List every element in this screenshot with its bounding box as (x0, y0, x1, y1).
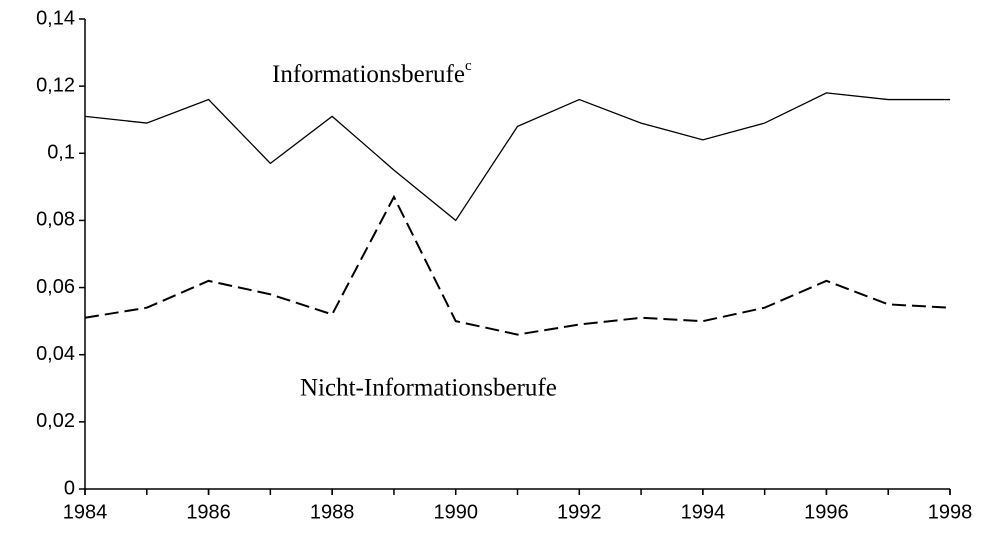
x-tick-label: 1996 (804, 501, 849, 523)
series-label: Nicht-Informationsberufe (300, 375, 557, 402)
series-label-note: c (465, 58, 472, 74)
y-tick-label: 0 (64, 477, 75, 499)
y-tick-label: 0,12 (36, 74, 75, 96)
x-tick-label: 1988 (310, 501, 355, 523)
series-line (84, 194, 951, 336)
y-tick-label: 0,08 (36, 209, 75, 231)
y-tick-label: 0,02 (36, 410, 75, 432)
series-label: Informationsberufec (272, 58, 472, 87)
x-tick-label: 1998 (928, 501, 973, 523)
series-line (84, 92, 950, 222)
x-tick-label: 1994 (681, 501, 726, 523)
y-tick-label: 0,1 (47, 142, 75, 164)
y-tick-label: 0,04 (36, 343, 75, 365)
series-label-text: Informationsberufe (272, 61, 465, 88)
x-tick-label: 1984 (63, 501, 108, 523)
y-tick-label: 0,06 (36, 276, 75, 298)
x-tick-label: 1990 (433, 501, 478, 523)
x-tick-label: 1992 (557, 501, 602, 523)
x-tick-label: 1986 (186, 501, 231, 523)
y-tick-label: 0,14 (36, 7, 75, 29)
